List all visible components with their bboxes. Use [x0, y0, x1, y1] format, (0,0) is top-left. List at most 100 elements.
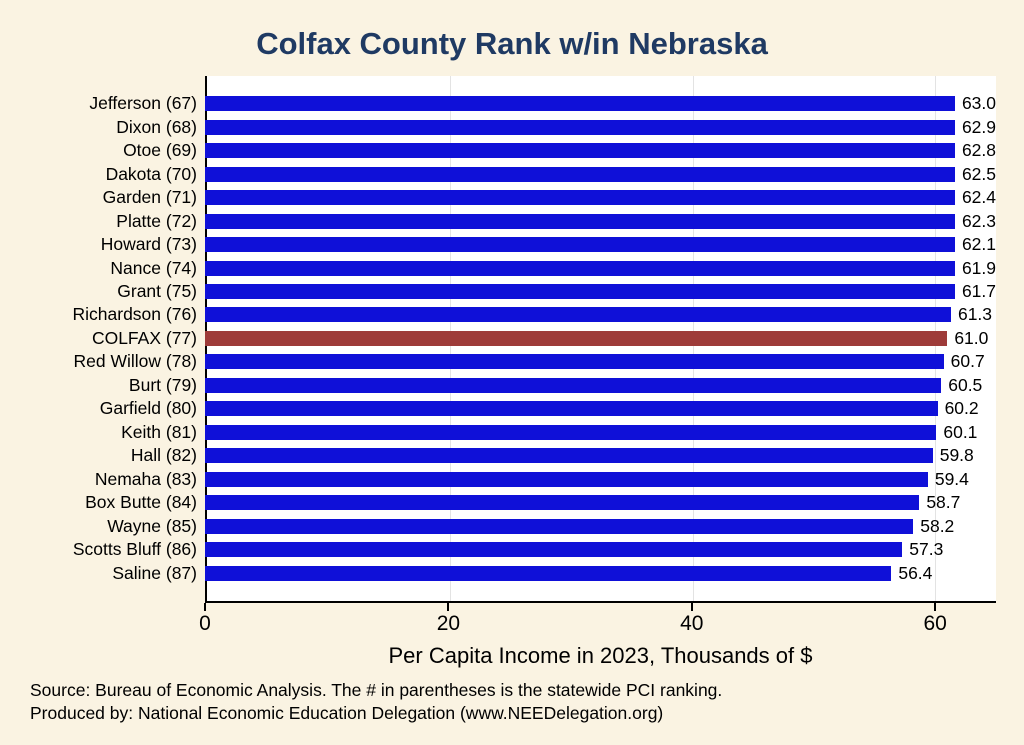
x-axis-title: Per Capita Income in 2023, Thousands of …: [388, 643, 813, 668]
footnotes: Source: Bureau of Economic Analysis. The…: [30, 679, 1024, 725]
bar-row: Box Butte (84) 58.7: [0, 491, 996, 514]
bar: [205, 119, 955, 135]
category-label: Platte (72): [116, 210, 197, 231]
bar-track: 62.8: [205, 139, 996, 162]
bar-track: 60.5: [205, 374, 996, 397]
value-label: 61.9: [961, 257, 996, 278]
bar-track: 61.9: [205, 256, 996, 279]
value-label: 62.4: [961, 187, 996, 208]
category-label: Nemaha (83): [94, 468, 197, 489]
bar-row: Garden (71) 62.4: [0, 186, 996, 209]
bar-row: Wayne (85) 58.2: [0, 514, 996, 537]
bar: [205, 401, 938, 417]
category-label: Burt (79): [128, 374, 197, 395]
category-label: Wayne (85): [107, 515, 197, 536]
value-label: 58.7: [926, 492, 961, 513]
bar: [205, 377, 942, 393]
bar-track: 61.7: [205, 280, 996, 303]
category-label: Otoe (69): [123, 140, 197, 161]
bar-track: 58.2: [205, 514, 996, 537]
category-label: Hall (82): [130, 445, 197, 466]
category-label: Grant (75): [117, 280, 197, 301]
bar-row: Dixon (68) 62.9: [0, 115, 996, 138]
bar-track: 60.1: [205, 421, 996, 444]
category-label: Saline (87): [112, 562, 197, 583]
value-label: 63.0: [961, 93, 996, 114]
value-label: 57.3: [909, 539, 944, 560]
category-label: Keith (81): [121, 421, 197, 442]
value-label: 56.4: [898, 562, 933, 583]
bar: [205, 307, 951, 323]
bar-row: COLFAX (77) 61.0: [0, 327, 996, 350]
x-tick-mark: [204, 603, 206, 611]
bar-track: 58.7: [205, 491, 996, 514]
bar-track: 62.1: [205, 233, 996, 256]
value-label: 59.8: [939, 445, 974, 466]
bar-track: 63.0: [205, 92, 996, 115]
bar-row: Red Willow (78) 60.7: [0, 350, 996, 373]
category-label: Dakota (70): [105, 163, 197, 184]
footnote-produced-by: Produced by: National Economic Education…: [30, 702, 664, 723]
bar: [205, 213, 955, 229]
value-label: 60.5: [948, 374, 983, 395]
value-label: 58.2: [920, 515, 955, 536]
bar-track: 60.7: [205, 350, 996, 373]
bar-row: Saline (87) 56.4: [0, 561, 996, 584]
chart-title: Colfax County Rank w/in Nebraska: [256, 26, 768, 61]
bar: [205, 190, 955, 206]
bar-row: Garfield (80) 60.2: [0, 397, 996, 420]
bar-row: Burt (79) 60.5: [0, 374, 996, 397]
bar: [205, 424, 937, 440]
bar-row: Dakota (70) 62.5: [0, 162, 996, 185]
category-label: Jefferson (67): [89, 93, 197, 114]
bar-row: Hall (82) 59.8: [0, 444, 996, 467]
x-axis: 0 20 40 60: [199, 603, 996, 641]
bar: [205, 143, 955, 159]
category-label: COLFAX (77): [91, 327, 197, 348]
category-label: Nance (74): [110, 257, 197, 278]
bar: [205, 260, 955, 276]
bar-track: 57.3: [205, 538, 996, 561]
bar-track: 56.4: [205, 561, 996, 584]
footnote-source: Source: Bureau of Economic Analysis. The…: [30, 680, 723, 700]
bar: [205, 495, 920, 511]
bar-row: Jefferson (67) 63.0: [0, 92, 996, 115]
category-label: Garden (71): [102, 187, 197, 208]
bar-row: Nemaha (83) 59.4: [0, 468, 996, 491]
value-label: 62.5: [961, 163, 996, 184]
value-label: 61.0: [954, 327, 989, 348]
bar-track: 62.3: [205, 209, 996, 232]
x-tick-label: 0: [199, 612, 211, 635]
category-label: Box Butte (84): [85, 492, 197, 513]
value-label: 62.8: [961, 140, 996, 161]
bar: [205, 565, 892, 581]
bar-track: 62.4: [205, 186, 996, 209]
bar-row: Richardson (76) 61.3: [0, 303, 996, 326]
bar-track: 62.5: [205, 162, 996, 185]
bar-track: 60.2: [205, 397, 996, 420]
category-label: Dixon (68): [116, 116, 197, 137]
bar: [205, 237, 955, 253]
bar-row: Scotts Bluff (86) 57.3: [0, 538, 996, 561]
value-label: 62.1: [961, 234, 996, 255]
bar: [205, 283, 955, 299]
bar: [205, 166, 955, 182]
bar-row: Grant (75) 61.7: [0, 280, 996, 303]
bar-row: Howard (73) 62.1: [0, 233, 996, 256]
bar: [205, 96, 955, 112]
bar: [205, 330, 948, 346]
category-label: Garfield (80): [99, 398, 197, 419]
x-tick-label: 60: [923, 612, 947, 635]
bar-row: Otoe (69) 62.8: [0, 139, 996, 162]
value-label: 60.7: [950, 351, 985, 372]
bar-rows: Jefferson (67) 63.0 Dixon (68) 62.9 Otoe…: [0, 76, 997, 603]
category-label: Red Willow (78): [73, 351, 198, 372]
value-label: 62.9: [961, 116, 996, 137]
bar: [205, 518, 914, 534]
bar-row: Nance (74) 61.9: [0, 256, 996, 279]
category-label: Scotts Bluff (86): [72, 539, 197, 560]
value-label: 59.4: [934, 468, 969, 489]
bar-row: Keith (81) 60.1: [0, 421, 996, 444]
bar: [205, 471, 928, 487]
